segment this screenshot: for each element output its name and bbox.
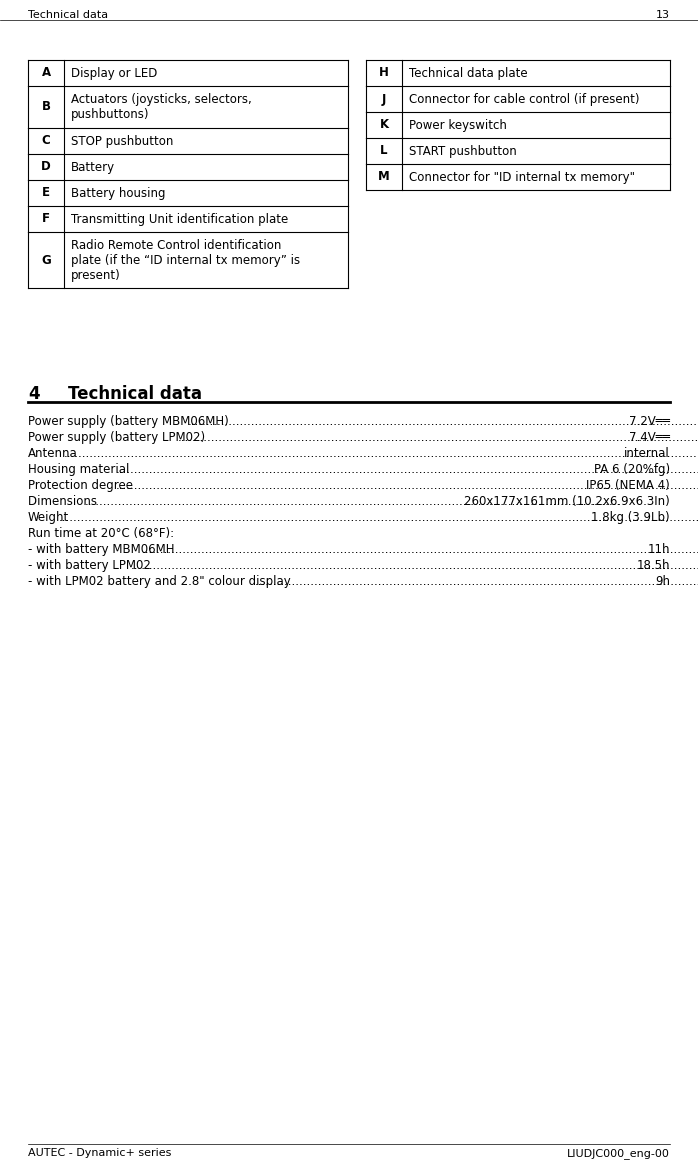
Text: 18.5h: 18.5h xyxy=(637,559,670,572)
Text: ................................................................................: ........................................… xyxy=(116,463,698,476)
Text: Weight: Weight xyxy=(28,511,69,524)
Text: Connector for "ID internal tx memory": Connector for "ID internal tx memory" xyxy=(409,172,635,184)
Text: C: C xyxy=(42,134,50,147)
Text: K: K xyxy=(380,119,389,132)
Text: 1.8kg (3.9Lb): 1.8kg (3.9Lb) xyxy=(591,511,670,524)
Text: E: E xyxy=(42,187,50,200)
Text: AUTEC - Dynamic+ series: AUTEC - Dynamic+ series xyxy=(28,1148,172,1158)
Text: D: D xyxy=(41,161,51,174)
Text: F: F xyxy=(42,212,50,225)
Text: internal: internal xyxy=(624,447,670,460)
Text: 260x177x161mm (10.2x6.9x6.3In): 260x177x161mm (10.2x6.9x6.3In) xyxy=(464,495,670,508)
Text: L: L xyxy=(380,145,388,158)
Text: IP65 (NEMA 4): IP65 (NEMA 4) xyxy=(586,478,670,492)
Text: 7.2V══: 7.2V══ xyxy=(629,415,670,428)
Text: A: A xyxy=(41,67,50,79)
Text: 13: 13 xyxy=(656,11,670,20)
Text: PA 6 (20%fg): PA 6 (20%fg) xyxy=(594,463,670,476)
Text: Battery housing: Battery housing xyxy=(71,187,165,200)
Text: Power supply (battery MBM06MH): Power supply (battery MBM06MH) xyxy=(28,415,232,428)
Text: ................................................................................: ........................................… xyxy=(131,559,698,572)
Text: Radio Remote Control identification
plate (if the “ID internal tx memory” is
pre: Radio Remote Control identification plat… xyxy=(71,239,300,282)
Text: ................................................................................: ........................................… xyxy=(188,415,698,428)
Text: START pushbutton: START pushbutton xyxy=(409,145,517,158)
Text: Power supply (battery LPM02): Power supply (battery LPM02) xyxy=(28,431,209,443)
Text: ................................................................................: ........................................… xyxy=(255,575,698,588)
Text: Antenna: Antenna xyxy=(28,447,77,460)
Text: STOP pushbutton: STOP pushbutton xyxy=(71,135,173,148)
Text: Transmitting Unit identification plate: Transmitting Unit identification plate xyxy=(71,214,288,226)
Text: Technical data plate: Technical data plate xyxy=(409,67,528,81)
Text: 9h: 9h xyxy=(655,575,670,588)
Text: Housing material: Housing material xyxy=(28,463,133,476)
Text: Protection degree: Protection degree xyxy=(28,478,133,492)
Text: Dimensions: Dimensions xyxy=(28,495,101,508)
Text: G: G xyxy=(41,253,51,266)
Text: - with battery MBM06MH: - with battery MBM06MH xyxy=(28,543,174,555)
Text: Actuators (joysticks, selectors,
pushbuttons): Actuators (joysticks, selectors, pushbut… xyxy=(71,93,252,121)
Text: 7.4V══: 7.4V══ xyxy=(629,431,670,443)
Text: B: B xyxy=(41,100,50,113)
Text: M: M xyxy=(378,170,390,183)
Text: Run time at 20°C (68°F):: Run time at 20°C (68°F): xyxy=(28,527,174,540)
Text: 11h: 11h xyxy=(648,543,670,555)
Text: ................................................................................: ........................................… xyxy=(141,543,698,555)
Text: - with battery LPM02: - with battery LPM02 xyxy=(28,559,151,572)
Text: Technical data: Technical data xyxy=(68,385,202,403)
Text: J: J xyxy=(382,92,386,105)
Text: Battery: Battery xyxy=(71,161,115,174)
Text: ................................................................................: ........................................… xyxy=(116,478,698,492)
Text: Power keyswitch: Power keyswitch xyxy=(409,119,507,132)
Text: Connector for cable control (if present): Connector for cable control (if present) xyxy=(409,93,639,106)
Text: 4: 4 xyxy=(28,385,40,403)
Text: ................................................................................: ........................................… xyxy=(64,447,698,460)
Text: H: H xyxy=(379,67,389,79)
Text: Display or LED: Display or LED xyxy=(71,67,157,81)
Text: ................................................................................: ........................................… xyxy=(84,495,621,508)
Text: LIUDJC000_eng-00: LIUDJC000_eng-00 xyxy=(567,1148,670,1159)
Text: Technical data: Technical data xyxy=(28,11,108,20)
Text: ................................................................................: ........................................… xyxy=(59,511,698,524)
Text: ................................................................................: ........................................… xyxy=(177,431,698,443)
Text: - with LPM02 battery and 2.8" colour display: - with LPM02 battery and 2.8" colour dis… xyxy=(28,575,291,588)
